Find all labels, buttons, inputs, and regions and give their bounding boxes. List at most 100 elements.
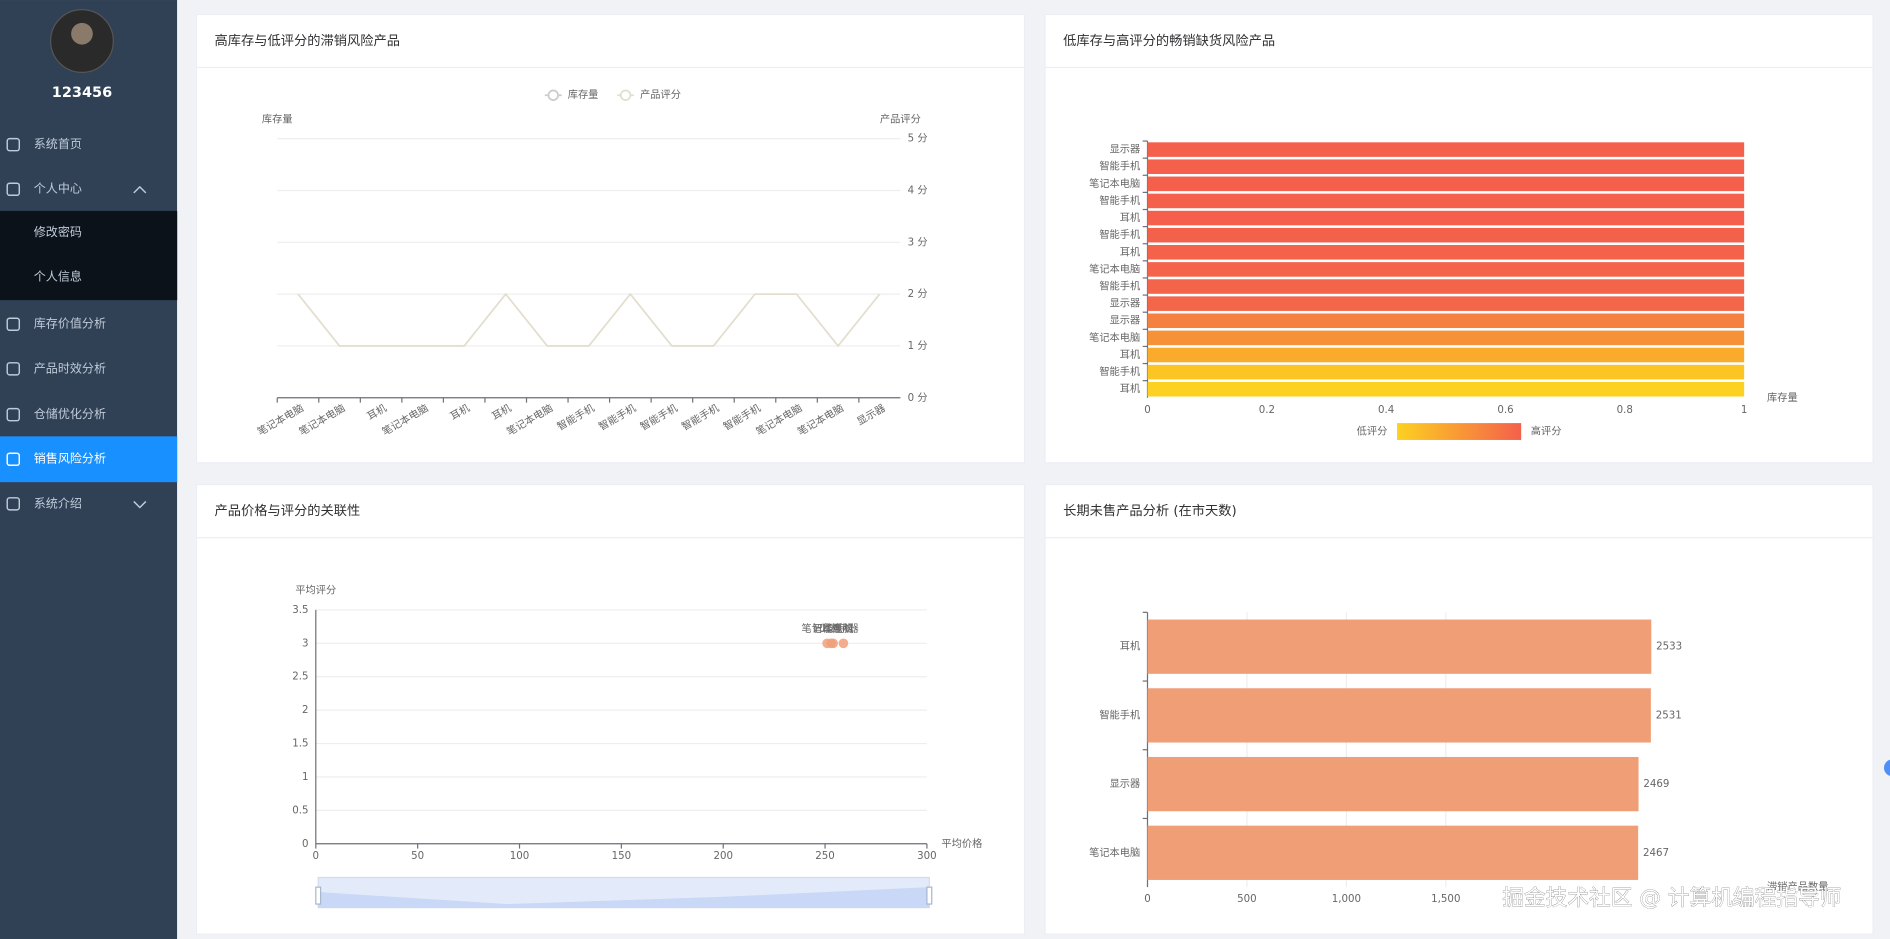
y-tick-label: 耳机 [1120, 211, 1141, 224]
bar [1147, 381, 1745, 397]
x-tick-label: 200 [713, 850, 733, 862]
menu-item[interactable]: 系统介绍 [34, 496, 82, 510]
y-tick-label: 3.5 [292, 604, 308, 616]
scatter-point [838, 638, 849, 649]
y2-tick-label: 4 分 [908, 184, 928, 196]
bar [1147, 619, 1652, 674]
panel [195, 13, 1026, 464]
panel [195, 483, 1026, 935]
bar [1147, 296, 1745, 311]
value-label: 2469 [1643, 778, 1669, 790]
menu-icon [6, 137, 21, 152]
y2-tick-label: 3 分 [908, 236, 928, 248]
avatar-face [71, 22, 93, 45]
menu-item[interactable]: 个人中心 [34, 181, 82, 196]
y-axis-name: 平均评分 [295, 585, 336, 597]
x-tick-label: 0 [1144, 893, 1151, 905]
y-tick-label: 智能手机 [1099, 280, 1141, 293]
y-tick-label: 2 [302, 704, 309, 716]
x-tick-label: 50 [411, 850, 424, 862]
bar [1147, 364, 1745, 380]
menu-active-background [0, 436, 178, 483]
x-tick-label: 1 [1741, 404, 1748, 416]
menu-item[interactable]: 个人信息 [34, 269, 82, 284]
y-tick-label: 1 [302, 771, 309, 783]
value-label: 2531 [1656, 709, 1682, 721]
y-tick-label: 耳机 [1120, 382, 1141, 395]
data-zoom-handle[interactable] [315, 886, 322, 905]
scatter-point [828, 638, 839, 649]
y-tick-label: 显示器 [1110, 778, 1141, 790]
y2-tick-label: 5 分 [908, 133, 928, 145]
y2-tick-label: 0 分 [908, 392, 928, 404]
panel-title: 长期未售产品分析 (在市天数) [1063, 502, 1237, 519]
panel-title: 产品价格与评分的关联性 [215, 503, 361, 519]
y-tick-label: 显示器 [1110, 315, 1141, 327]
legend-label[interactable]: 产品评分 [640, 88, 681, 101]
y-tick-label: 智能手机 [1099, 708, 1141, 721]
y-tick-label: 3 [302, 637, 309, 649]
y-tick-label: 1.5 [292, 738, 308, 750]
bar [1147, 142, 1745, 157]
y-tick-label: 显示器 [1110, 298, 1141, 310]
submenu-background [0, 210, 178, 301]
menu-item[interactable]: 仓储优化分析 [34, 406, 106, 421]
bar [1147, 313, 1745, 329]
username: 123456 [52, 85, 112, 101]
y2-tick-label: 1 分 [908, 340, 928, 352]
point-label: 智能手机 [813, 622, 855, 635]
bar [1147, 245, 1745, 260]
x-tick-label: 500 [1237, 893, 1257, 905]
x-tick-label: 100 [510, 850, 530, 862]
point-label: 耳机 [821, 622, 842, 635]
y2-tick-label: 2 分 [908, 288, 928, 300]
x-tick-label: 150 [612, 850, 632, 862]
visual-map [1397, 423, 1522, 440]
menu-icon [6, 497, 21, 511]
y-tick-label: 笔记本电脑 [1089, 331, 1140, 344]
menu-item[interactable]: 库存价值分析 [34, 316, 106, 331]
x-tick-label: 250 [815, 850, 835, 862]
menu-icon [6, 362, 21, 376]
value-label: 2533 [1656, 641, 1682, 653]
menu-icon [6, 452, 21, 467]
panel-title: 高库存与低评分的滞销风险产品 [215, 32, 401, 49]
y-tick-label: 笔记本电脑 [1089, 177, 1140, 190]
x-tick-label: 0.4 [1378, 404, 1394, 416]
value-label: 2467 [1643, 847, 1669, 859]
y2-axis-name: 产品评分 [880, 112, 921, 125]
bar [1147, 825, 1639, 880]
x-tick-label: 1,000 [1332, 893, 1361, 905]
bar [1147, 330, 1745, 346]
y-tick-label: 0 [302, 838, 309, 850]
x-axis-name: 平均价格 [941, 837, 982, 850]
y-tick-label: 笔记本电脑 [1089, 846, 1140, 859]
x-tick-label: 0 [313, 850, 320, 862]
x-axis-name: 滞销产品数量 [1767, 880, 1828, 893]
legend-label[interactable]: 库存量 [568, 88, 599, 101]
bar [1147, 347, 1745, 363]
y-tick-label: 0.5 [292, 804, 308, 816]
menu-arrow [133, 500, 147, 509]
visual-map-high: 高评分 [1531, 425, 1562, 438]
menu-item[interactable]: 系统首页 [34, 137, 82, 151]
bar [1147, 193, 1745, 209]
y-tick-label: 智能手机 [1099, 194, 1141, 207]
y-tick-label: 笔记本电脑 [1089, 262, 1140, 275]
menu-icon [6, 182, 21, 197]
bar [1147, 210, 1745, 226]
watermark: 掘金技术社区 @ 计算机编程指导师 [1502, 886, 1841, 911]
y-tick-label: 2.5 [292, 671, 308, 683]
legend-icon [547, 89, 559, 101]
data-zoom-handle[interactable] [926, 886, 933, 905]
menu-item[interactable]: 销售风险分析 [34, 451, 106, 466]
menu-item[interactable]: 产品时效分析 [34, 360, 106, 375]
x-tick-label: 0 [1144, 404, 1151, 416]
bar [1147, 227, 1745, 243]
bar [1147, 159, 1745, 174]
y-tick-label: 耳机 [1120, 245, 1141, 258]
menu-icon [6, 407, 21, 422]
bar [1147, 262, 1745, 277]
x-tick-label: 0.6 [1497, 404, 1513, 416]
menu-item[interactable]: 修改密码 [34, 224, 82, 239]
